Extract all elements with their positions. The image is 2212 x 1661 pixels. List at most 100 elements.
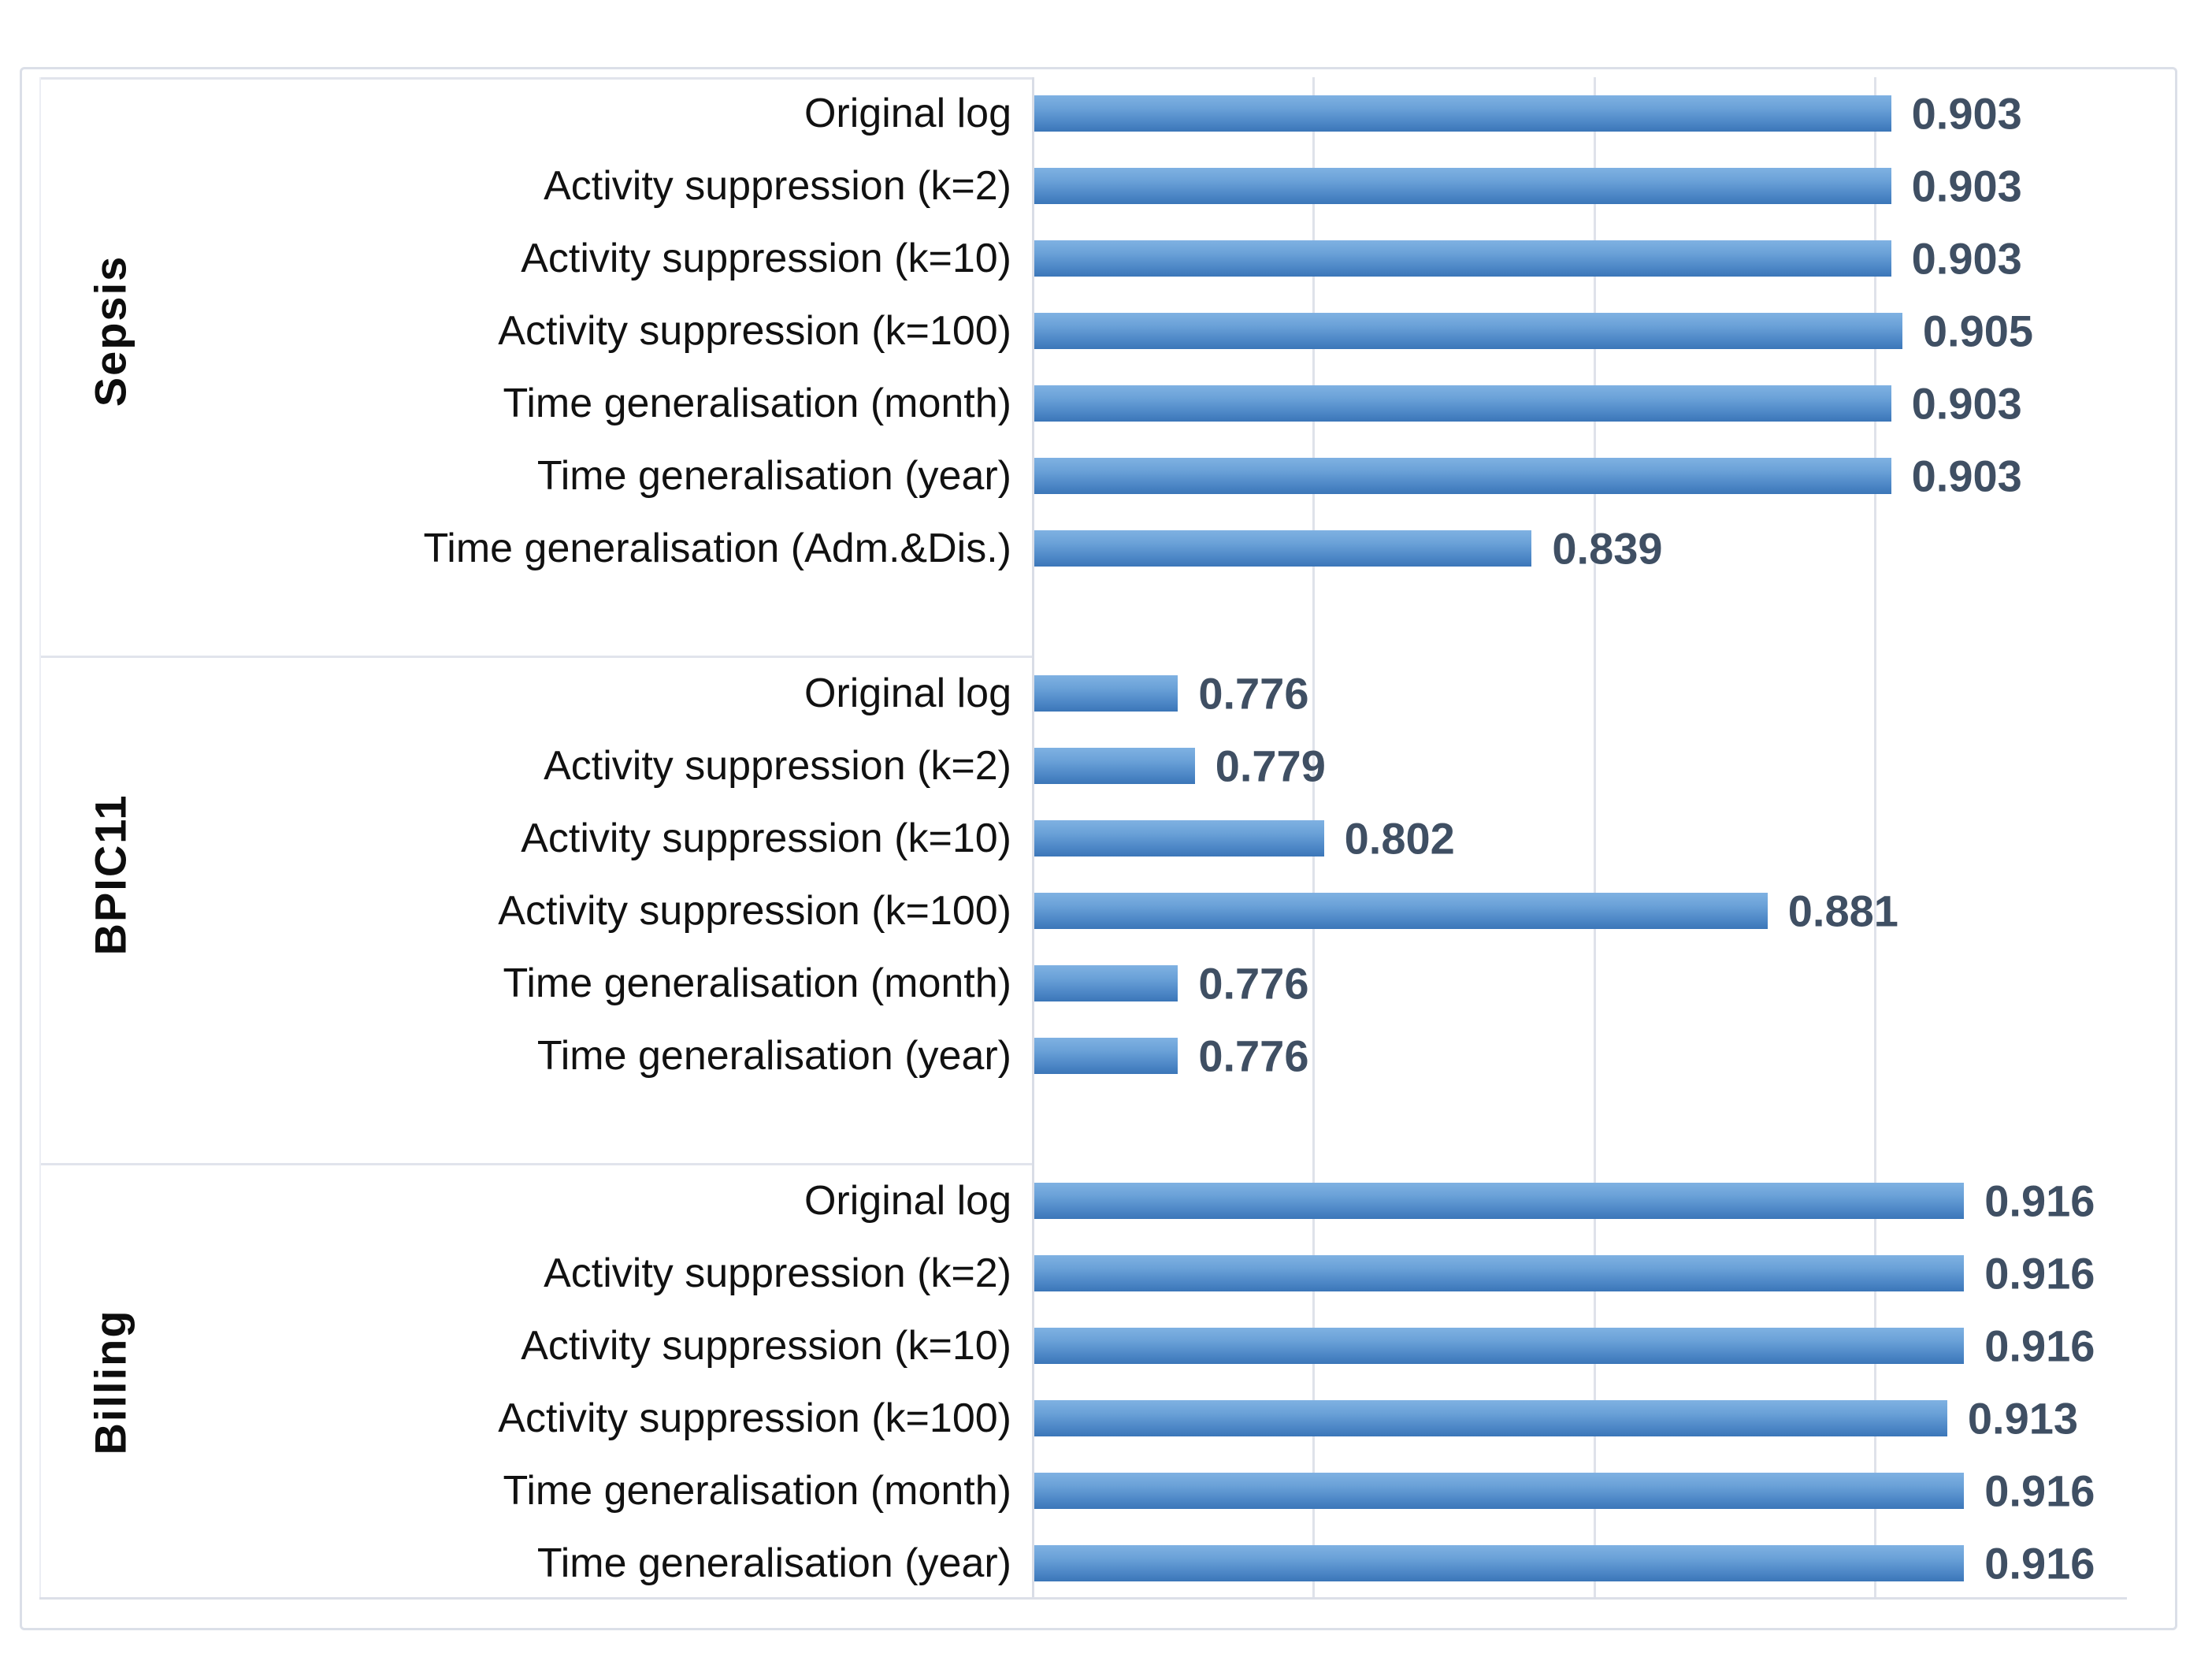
chart-row: Time generalisation (month) 0.916 bbox=[39, 1455, 2127, 1527]
bar bbox=[1032, 1473, 1965, 1509]
value-label: 0.905 bbox=[1922, 306, 2033, 356]
chart-row: Original log 0.916 bbox=[39, 1165, 2127, 1237]
category-label: Activity suppression (k=100) bbox=[498, 888, 1011, 934]
chart-row: Activity suppression (k=10) 0.916 bbox=[39, 1310, 2127, 1382]
group-label-bpic11: BPIC11 bbox=[85, 793, 135, 956]
bar bbox=[1032, 748, 1195, 784]
category-label: Original log bbox=[804, 671, 1011, 716]
gridline-0.9 bbox=[1874, 77, 1877, 1600]
bar bbox=[1032, 168, 1891, 204]
label-panel-top-border bbox=[39, 77, 1032, 80]
chart-row: Original log 0.776 bbox=[39, 657, 2127, 730]
value-label: 0.802 bbox=[1344, 813, 1455, 864]
value-label: 0.776 bbox=[1198, 958, 1309, 1009]
bar-track: 0.802 bbox=[1032, 802, 2127, 875]
category-label: Time generalisation (year) bbox=[536, 453, 1011, 499]
value-axis-line bbox=[39, 1597, 2127, 1600]
category-label: Time generalisation (Adm.&Dis.) bbox=[423, 526, 1011, 571]
category-label: Activity suppression (k=2) bbox=[544, 1250, 1011, 1296]
category-label: Activity suppression (k=10) bbox=[521, 236, 1011, 281]
bar-track: 0.776 bbox=[1032, 1020, 2127, 1092]
category-label: Activity suppression (k=10) bbox=[521, 816, 1011, 861]
value-label: 0.776 bbox=[1198, 1031, 1309, 1081]
value-label: 0.916 bbox=[1984, 1176, 2095, 1226]
group-section-sepsis: Sepsis Original log 0.903 Activity suppress… bbox=[39, 77, 2127, 585]
bar-track: 0.916 bbox=[1032, 1527, 2127, 1600]
bar-track: 0.905 bbox=[1032, 295, 2127, 367]
category-label: Activity suppression (k=100) bbox=[498, 1395, 1011, 1441]
chart-row: Original log 0.903 bbox=[39, 77, 2127, 150]
category-label: Activity suppression (k=10) bbox=[521, 1323, 1011, 1369]
bar bbox=[1032, 458, 1891, 494]
bar-track: 0.913 bbox=[1032, 1382, 2127, 1455]
value-label: 0.916 bbox=[1984, 1321, 2095, 1371]
value-label: 0.779 bbox=[1215, 741, 1326, 791]
group-section-billing: Billing Original log 0.916 Activity suppres… bbox=[39, 1163, 2127, 1600]
bar bbox=[1032, 95, 1891, 132]
gridline-0.85 bbox=[1593, 77, 1596, 1600]
category-label: Time generalisation (month) bbox=[503, 381, 1011, 426]
bar bbox=[1032, 820, 1324, 857]
bar bbox=[1032, 1328, 1965, 1364]
chart-row: Activity suppression (k=100) 0.913 bbox=[39, 1382, 2127, 1455]
bar-track: 0.776 bbox=[1032, 947, 2127, 1020]
value-label: 0.776 bbox=[1198, 668, 1309, 719]
label-panel-left-border bbox=[39, 77, 41, 1600]
bar-track: 0.916 bbox=[1032, 1310, 2127, 1382]
bar bbox=[1032, 1038, 1178, 1074]
value-label: 0.903 bbox=[1911, 161, 2022, 211]
bar-track: 0.916 bbox=[1032, 1165, 2127, 1237]
group-gap bbox=[39, 585, 2127, 657]
bar-track: 0.903 bbox=[1032, 77, 2127, 150]
value-label: 0.916 bbox=[1984, 1538, 2095, 1589]
group-gap bbox=[39, 1092, 2127, 1165]
chart-row: Time generalisation (year) 0.776 bbox=[39, 1020, 2127, 1092]
value-label: 0.903 bbox=[1911, 451, 2022, 501]
value-label: 0.903 bbox=[1911, 233, 2022, 284]
bar bbox=[1032, 675, 1178, 712]
chart-row: Activity suppression (k=10) 0.802 bbox=[39, 802, 2127, 875]
bar-track: 0.776 bbox=[1032, 657, 2127, 730]
bar bbox=[1032, 893, 1768, 929]
bar-track: 0.916 bbox=[1032, 1237, 2127, 1310]
category-label: Original log bbox=[804, 91, 1011, 136]
value-label: 0.903 bbox=[1911, 88, 2022, 139]
value-label: 0.881 bbox=[1787, 886, 1898, 936]
category-label: Time generalisation (month) bbox=[503, 1468, 1011, 1514]
bar-track: 0.916 bbox=[1032, 1455, 2127, 1527]
chart-row: Time generalisation (year) 0.903 bbox=[39, 440, 2127, 512]
bar bbox=[1032, 1255, 1965, 1291]
value-label: 0.916 bbox=[1984, 1466, 2095, 1516]
group-section-bpic11: BPIC11 Original log 0.776 Activity suppress… bbox=[39, 656, 2127, 1092]
chart-row: Time generalisation (month) 0.776 bbox=[39, 947, 2127, 1020]
category-label: Time generalisation (year) bbox=[536, 1540, 1011, 1586]
chart-row: Activity suppression (k=2) 0.903 bbox=[39, 150, 2127, 222]
chart-row: Activity suppression (k=2) 0.779 bbox=[39, 730, 2127, 802]
bar-track: 0.903 bbox=[1032, 367, 2127, 440]
bar bbox=[1032, 1400, 1947, 1436]
group-label-billing: Billing bbox=[85, 1309, 135, 1455]
chart-row: Activity suppression (k=10) 0.903 bbox=[39, 222, 2127, 295]
chart-row: Time generalisation (Adm.&Dis.) 0.839 bbox=[39, 512, 2127, 585]
value-label: 0.839 bbox=[1552, 523, 1663, 574]
bar-track: 0.839 bbox=[1032, 512, 2127, 585]
bar bbox=[1032, 313, 1902, 349]
category-axis-line bbox=[1032, 77, 1034, 1600]
bar-track: 0.881 bbox=[1032, 875, 2127, 947]
chart-row: Activity suppression (k=2) 0.916 bbox=[39, 1237, 2127, 1310]
chart-row: Time generalisation (month) 0.903 bbox=[39, 367, 2127, 440]
chart-row: Activity suppression (k=100) 0.905 bbox=[39, 295, 2127, 367]
bar bbox=[1032, 1545, 1965, 1581]
value-label: 0.903 bbox=[1911, 378, 2022, 429]
bar-track: 0.779 bbox=[1032, 730, 2127, 802]
bar bbox=[1032, 530, 1532, 567]
value-label: 0.916 bbox=[1984, 1248, 2095, 1299]
bar bbox=[1032, 1183, 1965, 1219]
category-label: Activity suppression (k=2) bbox=[544, 743, 1011, 789]
bar-track: 0.903 bbox=[1032, 150, 2127, 222]
bar-track: 0.903 bbox=[1032, 440, 2127, 512]
chart-row: Time generalisation (year) 0.916 bbox=[39, 1527, 2127, 1600]
chart-canvas: Sepsis Original log 0.903 Activity suppress… bbox=[39, 77, 2127, 1600]
group-label-sepsis: Sepsis bbox=[85, 255, 135, 407]
bar bbox=[1032, 385, 1891, 422]
